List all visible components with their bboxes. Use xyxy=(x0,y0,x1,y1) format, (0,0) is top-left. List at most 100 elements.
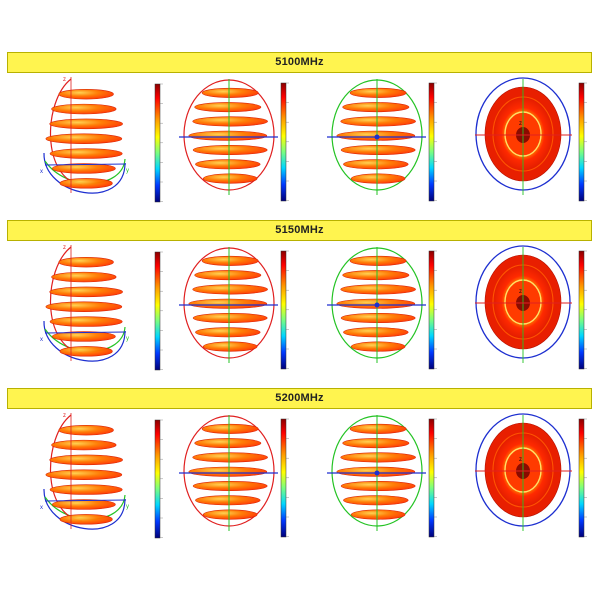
pattern-lobe xyxy=(49,316,123,327)
pattern-lobe xyxy=(202,341,258,352)
pattern-plot-row: z x y z xyxy=(0,77,600,217)
top-z-axis-label: z xyxy=(519,289,522,295)
pattern-lobe xyxy=(45,133,123,144)
pattern-lobe xyxy=(349,87,407,98)
colorbar xyxy=(280,250,289,370)
colorbar-scale xyxy=(154,251,161,371)
pattern-lobe xyxy=(192,116,268,127)
pattern-lobe xyxy=(49,484,123,495)
pattern-lobe xyxy=(343,327,409,338)
pattern-lobe xyxy=(340,144,416,156)
top-pattern-view: z xyxy=(475,413,572,531)
colorbar-scale xyxy=(280,82,287,202)
side-pattern-lobes xyxy=(188,423,268,520)
pattern-lobe xyxy=(340,116,416,127)
colorbar xyxy=(154,419,163,539)
pattern-lobe xyxy=(340,284,416,295)
x-axis-line xyxy=(44,331,127,334)
x-axis-line xyxy=(44,163,127,166)
frequency-pattern-svg: z x y z xyxy=(40,245,587,371)
colorbar xyxy=(428,418,437,538)
pattern-lobe xyxy=(340,452,416,463)
axis-origin-dot xyxy=(374,134,380,140)
z-axis-label: z xyxy=(63,245,66,251)
pattern-lobe xyxy=(59,178,113,189)
y-axis-label: y xyxy=(126,504,129,510)
pattern-lobe xyxy=(51,103,117,115)
x-axis-label: x xyxy=(40,505,43,511)
pattern-lobe xyxy=(340,480,416,492)
pattern-lobe xyxy=(349,423,407,434)
pattern-lobe xyxy=(194,438,262,449)
side-pattern-lobes xyxy=(188,87,268,184)
pattern-lobe xyxy=(58,424,114,436)
iso-pattern-view: z x y xyxy=(40,413,129,530)
pattern-lobe xyxy=(52,163,116,174)
y-axis-label: y xyxy=(126,168,129,174)
pattern-lobe xyxy=(342,270,410,281)
pattern-lobe xyxy=(201,87,259,98)
pattern-lobe xyxy=(202,173,258,184)
pattern-lobe xyxy=(49,148,123,159)
frequency-label: 5200MHz xyxy=(275,392,324,404)
side-pattern-view xyxy=(179,79,278,195)
pattern-lobe xyxy=(188,130,268,141)
pattern-lobe xyxy=(59,514,113,525)
pattern-lobe xyxy=(350,341,406,352)
pattern-lobe xyxy=(195,327,261,338)
iso-pattern-lobes xyxy=(45,256,123,357)
x-axis-line xyxy=(44,499,127,502)
iso-pattern-view: z x y xyxy=(40,245,129,362)
frequency-row-5100: 5100MHz z x y z xyxy=(0,52,600,217)
pattern-lobe xyxy=(192,144,268,156)
colorbar xyxy=(428,250,437,370)
frequency-banner: 5200MHz xyxy=(7,388,592,409)
colorbar xyxy=(578,418,587,538)
side-pattern-view xyxy=(327,79,426,195)
pattern-lobe xyxy=(342,102,410,113)
side-pattern-lobes xyxy=(336,255,416,352)
pattern-lobe xyxy=(49,454,123,466)
colorbar xyxy=(578,250,587,370)
frequency-pattern-svg: z x y z xyxy=(40,413,587,539)
pattern-lobe xyxy=(49,118,123,130)
side-pattern-view xyxy=(327,415,426,531)
pattern-lobe xyxy=(350,173,406,184)
pattern-lobe xyxy=(194,270,262,281)
colorbar-scale xyxy=(154,83,161,203)
blue-axis-curve xyxy=(43,152,126,194)
colorbar-scale xyxy=(428,250,435,370)
pattern-lobe xyxy=(45,301,123,312)
pattern-lobe xyxy=(343,159,409,170)
blue-axis-curve xyxy=(43,488,126,530)
pattern-lobe xyxy=(58,88,114,100)
top-z-axis-label: z xyxy=(519,457,522,463)
colorbar-scale xyxy=(280,418,287,538)
pattern-lobe xyxy=(192,312,268,324)
top-pattern-view: z xyxy=(475,245,572,363)
axis-origin-dot xyxy=(374,302,380,308)
x-axis-label: x xyxy=(40,169,43,175)
pattern-lobe xyxy=(52,499,116,510)
pattern-lobe xyxy=(49,286,123,298)
y-axis-label: y xyxy=(126,336,129,342)
colorbar xyxy=(428,82,437,202)
pattern-lobe xyxy=(350,509,406,520)
colorbar-scale xyxy=(428,418,435,538)
pattern-lobe xyxy=(192,480,268,492)
colorbar-scale xyxy=(280,250,287,370)
colorbar xyxy=(154,83,163,203)
frequency-label: 5150MHz xyxy=(275,224,324,236)
colorbar-scale xyxy=(154,419,161,539)
frequency-pattern-svg: z x y z xyxy=(40,77,587,203)
pattern-lobe xyxy=(45,469,123,480)
pattern-plot-row: z x y z xyxy=(0,245,600,385)
z-axis-label: z xyxy=(63,413,66,419)
iso-pattern-lobes xyxy=(45,424,123,525)
frequency-label: 5100MHz xyxy=(275,56,324,68)
top-z-axis-label: z xyxy=(519,121,522,127)
axis-origin-dot xyxy=(374,470,380,476)
frequency-row-5200: 5200MHz z x y z xyxy=(0,388,600,553)
top-pattern-view: z xyxy=(475,77,572,195)
pattern-lobe xyxy=(202,509,258,520)
